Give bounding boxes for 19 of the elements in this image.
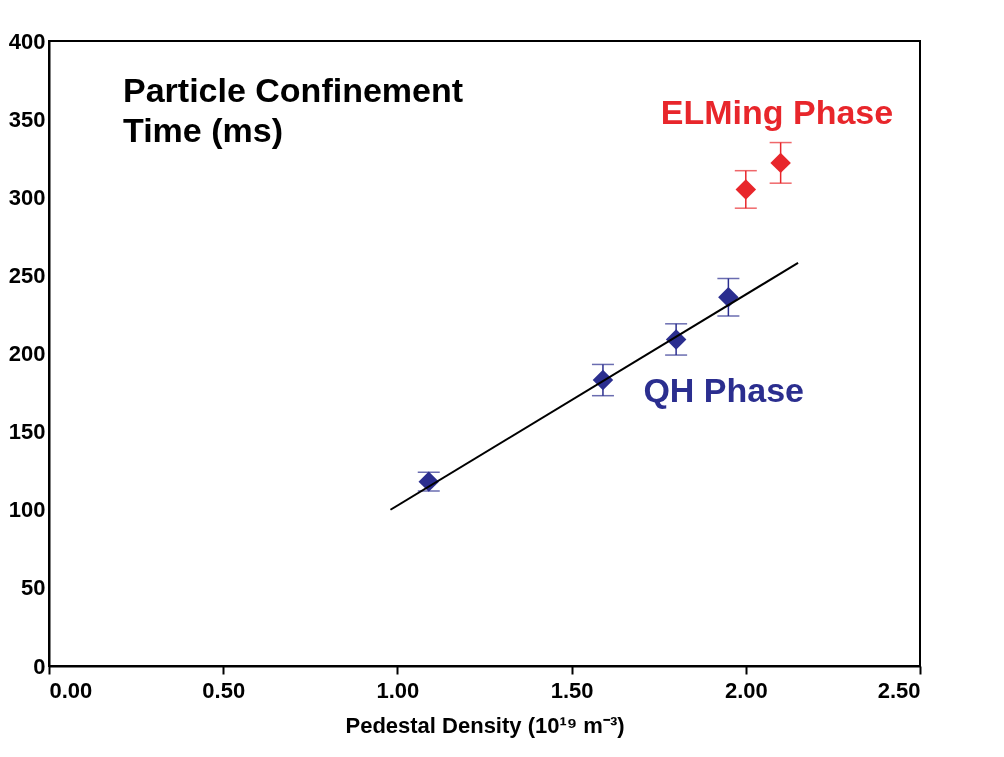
y-tick-label: 0: [33, 653, 46, 679]
x-tick-label: 1.50: [550, 677, 594, 703]
x-tick-label: 2.00: [724, 677, 768, 703]
x-tick-label: 0.50: [202, 677, 246, 703]
x-tick-label: 1.00: [376, 677, 420, 703]
y-tick-label: 150: [8, 419, 46, 445]
y-tick-label: 300: [8, 184, 46, 210]
y-axis-title: Particle Confinement Time (ms): [123, 71, 464, 149]
y-tick-label: 100: [8, 497, 46, 523]
series-label: ELMing Phase: [660, 93, 894, 132]
y-tick-label: 400: [8, 28, 46, 54]
y-tick-label: 50: [21, 575, 46, 601]
x-tick-label: 0.00: [49, 677, 93, 703]
y-tick-label: 200: [8, 341, 46, 366]
x-axis-title: Pedestal Density (10¹⁹ m⁻³): [345, 712, 625, 738]
y-tick-label: 350: [8, 106, 46, 132]
y-tick-label: 250: [8, 262, 46, 288]
x-tick-label: 2.50: [877, 677, 921, 703]
series-label: QH Phase: [643, 371, 805, 410]
